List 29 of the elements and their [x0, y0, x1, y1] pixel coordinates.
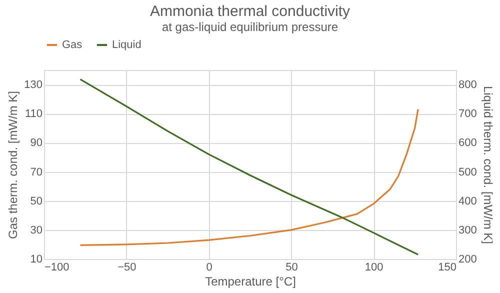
x-tick-label: −50: [118, 262, 136, 274]
x-tick-label: −100: [44, 262, 70, 274]
y2-tick-label: 600: [458, 137, 477, 150]
y-tick-label: 130: [24, 79, 42, 92]
x-tick-label: 50: [286, 262, 298, 274]
y-tick-label: 90: [30, 137, 42, 150]
line-series: [79, 78, 419, 256]
y2-tick-label: 300: [458, 224, 477, 236]
y-tick-label: 30: [30, 224, 42, 236]
line-series: [79, 108, 419, 246]
y-tick-label: 10: [30, 254, 42, 266]
x-axis-title: Temperature [°C]: [205, 274, 296, 288]
x-tick-label: 0: [206, 262, 212, 274]
y2-tick-label: 400: [458, 195, 477, 208]
y-tick-label: 50: [30, 195, 42, 208]
y2-tick-label: 800: [458, 79, 477, 92]
y-tick-label: 70: [30, 166, 42, 178]
legend-label: Gas: [62, 39, 83, 51]
y2-tick-label: 500: [458, 166, 477, 178]
chart-title: Ammonia thermal conductivity: [150, 3, 351, 20]
x-tick-label: 150: [438, 262, 456, 274]
y-axis-title: Gas therm. cond. [mW/m K]: [6, 90, 20, 240]
legend-label: Liquid: [112, 39, 142, 51]
y-tick-label: 110: [24, 108, 42, 120]
y2-tick-label: 200: [458, 254, 477, 266]
chart-subtitle: at gas-liquid equilibrium pressure: [162, 20, 338, 34]
y2-axis-title: Liquid therm. cond. [mW/m K]: [480, 86, 495, 244]
x-tick-label: 100: [364, 262, 384, 274]
y2-tick-label: 700: [458, 108, 477, 120]
